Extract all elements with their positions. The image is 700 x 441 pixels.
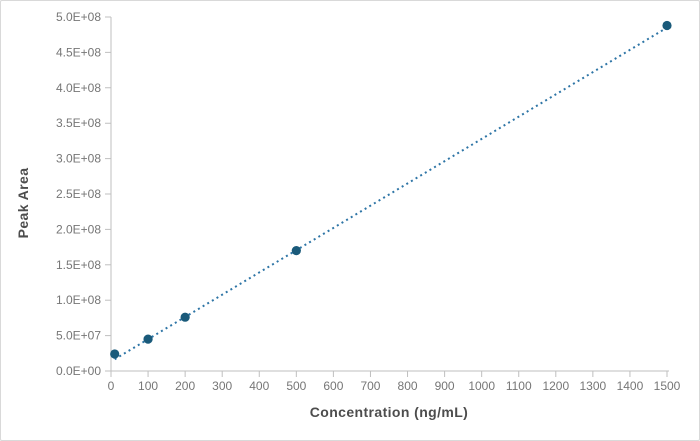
x-tick-label: 1100 [506, 379, 532, 393]
x-tick-label: 1400 [617, 379, 644, 393]
x-tick-label: 600 [323, 379, 343, 393]
data-point [291, 246, 301, 256]
x-tick-label: 0 [108, 379, 115, 393]
x-tick-label: 1000 [468, 379, 495, 393]
y-tick-label: 4.0E+08 [56, 81, 101, 95]
x-tick-label: 1500 [654, 379, 681, 393]
y-tick-label: 0.0E+00 [56, 364, 101, 378]
x-tick-label: 300 [212, 379, 232, 393]
y-tick-label: 1.5E+08 [56, 258, 101, 272]
axis-lines [110, 17, 669, 372]
y-tick-label: 3.0E+08 [56, 152, 101, 166]
data-point [180, 312, 190, 322]
data-point [662, 20, 672, 31]
x-tick-label: 200 [175, 379, 195, 393]
y-tick-label: 4.5E+08 [56, 45, 101, 59]
y-tick-label: 2.5E+08 [56, 187, 101, 201]
y-tick-label: 5.0E+07 [56, 329, 101, 343]
y-tick-label: 1.0E+08 [56, 293, 101, 307]
y-tick-label: 3.5E+08 [56, 116, 101, 130]
data-point [143, 334, 153, 344]
x-tick-label: 800 [398, 379, 418, 393]
data-point [110, 349, 120, 359]
trendline [114, 26, 668, 361]
x-tick-label: 1300 [580, 379, 607, 393]
y-tick-label: 5.0E+08 [56, 10, 101, 24]
x-tick-label: 400 [249, 379, 269, 393]
x-tick-label: 100 [138, 379, 158, 393]
x-tick-label: 1200 [542, 379, 569, 393]
x-tick-label: 500 [286, 379, 306, 393]
x-tick-label: 700 [360, 379, 380, 393]
y-axis-title: Peak Area [15, 167, 31, 239]
x-tick-label: 900 [435, 379, 455, 393]
x-axis-title: Concentration (ng/mL) [309, 404, 469, 420]
y-tick-label: 2.0E+08 [56, 222, 101, 236]
